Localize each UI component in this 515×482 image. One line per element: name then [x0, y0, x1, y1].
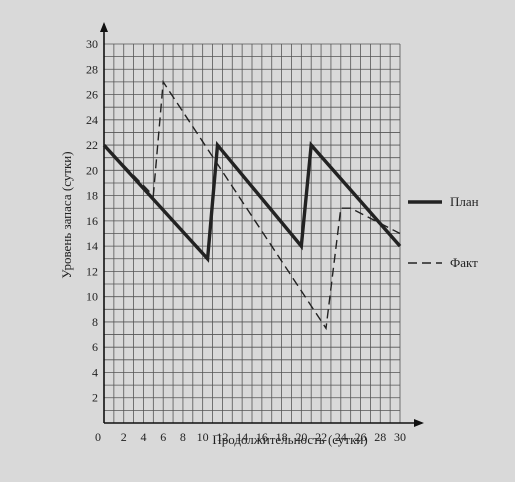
- y-tick-label: 30: [86, 37, 98, 51]
- legend: План Факт: [408, 194, 479, 270]
- series-line-fact: [103, 79, 401, 331]
- y-tick-label: 18: [86, 189, 98, 203]
- y-tick-label: 14: [86, 239, 98, 253]
- x-tick-label: 14: [236, 430, 248, 444]
- x-tick-label: 12: [216, 430, 228, 444]
- y-axis-arrow: [100, 22, 108, 32]
- x-tick-label: 28: [374, 430, 386, 444]
- series-line-plan: [102, 140, 402, 263]
- y-tick-label: 2: [92, 391, 98, 405]
- y-tick-label: 4: [92, 365, 98, 379]
- grid: [104, 43, 401, 423]
- x-axis-arrow: [414, 419, 424, 427]
- legend-label: Факт: [450, 255, 478, 270]
- x-tick-label: 6: [160, 430, 166, 444]
- x-tick-label: 10: [197, 430, 209, 444]
- y-tick-label: 8: [92, 315, 98, 329]
- x-tick-label: 18: [276, 430, 288, 444]
- y-tick-label: 24: [86, 113, 98, 127]
- x-tick-label: 2: [121, 430, 127, 444]
- series-lines: [102, 79, 402, 331]
- x-tick-label: 4: [140, 430, 146, 444]
- legend-label: План: [450, 194, 479, 209]
- x-tick-label: 16: [256, 430, 268, 444]
- x-tick-label: 20: [295, 430, 307, 444]
- y-axis-label: Уровень запаса (сутки): [59, 151, 74, 278]
- tick-labels: 0 2 4 6 8 10 12 14 16 18 20 22 24 26 28 302468101214161…: [86, 37, 406, 444]
- y-tick-label: 6: [92, 340, 98, 354]
- axes: [100, 22, 424, 427]
- x-tick-label: 0: [95, 430, 101, 444]
- x-tick-label: 22: [315, 430, 327, 444]
- x-tick-label: 30: [394, 430, 406, 444]
- y-tick-label: 10: [86, 290, 98, 304]
- y-tick-label: 22: [86, 138, 98, 152]
- x-axis-label: Продолжительность (сутки): [212, 432, 367, 447]
- y-tick-label: 26: [86, 88, 98, 102]
- y-tick-label: 16: [86, 214, 98, 228]
- y-tick-label: 20: [86, 163, 98, 177]
- x-tick-label: 24: [335, 430, 347, 444]
- y-tick-label: 28: [86, 62, 98, 76]
- x-tick-label: 26: [355, 430, 367, 444]
- x-tick-label: 8: [180, 430, 186, 444]
- y-tick-label: 12: [86, 264, 98, 278]
